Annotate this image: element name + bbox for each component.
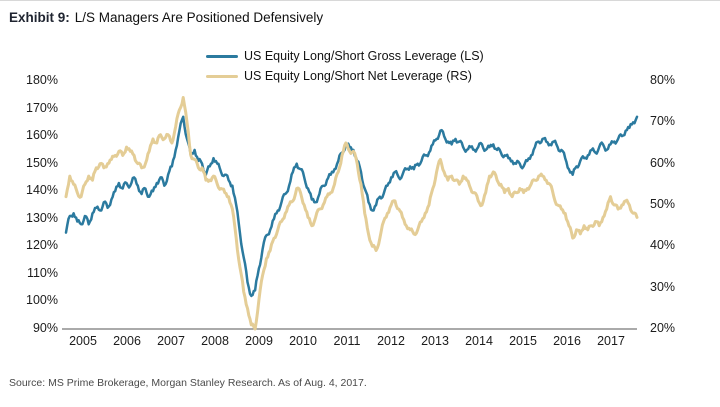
x-axis-tick: 2013	[421, 334, 449, 348]
gross-leverage-swatch	[206, 54, 238, 58]
right-axis-tick: 40%	[650, 238, 676, 253]
legend-item-net: US Equity Long/Short Net Leverage (RS)	[206, 66, 484, 86]
x-axis-tick: 2016	[553, 334, 581, 348]
legend-item-gross: US Equity Long/Short Gross Leverage (LS)	[206, 46, 484, 66]
x-axis-tick: 2009	[245, 334, 273, 348]
left-axis-tick: 120%	[26, 238, 58, 253]
left-axis-tick: 140%	[26, 183, 58, 198]
exhibit-title: Exhibit 9: L/S Managers Are Positioned De…	[9, 10, 323, 25]
right-axis-tick: 30%	[650, 279, 676, 294]
left-axis-tick: 160%	[26, 128, 58, 143]
right-axis-tick: 70%	[650, 114, 676, 129]
x-axis-tick: 2017	[597, 334, 625, 348]
exhibit-title-text: L/S Managers Are Positioned Defensively	[74, 10, 324, 25]
left-axis-tick: 90%	[32, 321, 58, 335]
right-axis-tick: 20%	[650, 321, 676, 335]
x-axis-tick: 2014	[465, 334, 493, 348]
x-axis-tick: 2008	[201, 334, 229, 348]
left-axis-tick: 170%	[26, 100, 58, 115]
right-axis-tick: 60%	[650, 155, 676, 170]
x-axis-tick: 2015	[509, 334, 537, 348]
plot-area	[62, 96, 639, 331]
left-axis-tick: 100%	[26, 293, 58, 308]
gross-leverage-line	[64, 115, 639, 298]
left-axis-tick: 180%	[26, 73, 58, 87]
x-axis-tick: 2010	[289, 334, 317, 348]
right-axis-tick: 50%	[650, 197, 676, 211]
x-axis-tick: 2011	[333, 334, 361, 348]
x-axis-tick: 2005	[69, 334, 97, 348]
net-leverage-line	[64, 96, 639, 331]
legend-label-net: US Equity Long/Short Net Leverage (RS)	[244, 69, 472, 83]
left-axis-tick: 150%	[26, 155, 58, 170]
exhibit-number: Exhibit 9:	[9, 10, 70, 25]
right-axis-tick: 80%	[650, 73, 676, 87]
leverage-chart: 180% 170% 160% 150% 140% 130% 120% 110% 100% 90% 8…	[0, 61, 720, 361]
chart-legend: US Equity Long/Short Gross Leverage (LS)…	[206, 46, 484, 86]
source-note: Source: MS Prime Brokerage, Morgan Stanl…	[9, 377, 367, 389]
legend-label-gross: US Equity Long/Short Gross Leverage (LS)	[244, 49, 484, 63]
left-axis-tick: 130%	[26, 210, 58, 225]
left-axis-tick: 110%	[26, 265, 58, 280]
x-axis-tick: 2006	[113, 334, 141, 348]
x-axis-tick: 2012	[377, 334, 405, 348]
x-axis-tick: 2007	[157, 334, 185, 348]
net-leverage-swatch	[206, 74, 238, 78]
